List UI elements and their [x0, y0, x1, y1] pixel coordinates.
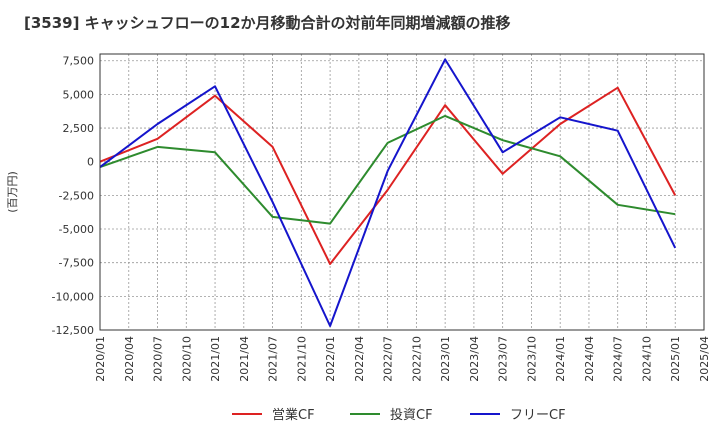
series-line-2 — [99, 114, 676, 225]
x-tick-label: 2022/10 — [410, 336, 423, 382]
series-line-1 — [99, 86, 677, 265]
x-tick-label: 2023/01 — [439, 336, 452, 382]
series-layer — [99, 58, 677, 327]
legend-label-1: 営業CF — [272, 407, 315, 423]
x-tick-label: 2021/10 — [295, 336, 308, 382]
y-tick-labels: 7,500 5,000 2,500 0 -2,500 -5,000 -7,500 -10,00… — [52, 55, 94, 337]
x-tick-label: 2024/07 — [612, 336, 625, 382]
x-tick-label: 2022/07 — [382, 336, 395, 382]
x-tick-label: 2024/04 — [583, 336, 596, 382]
x-tick-label: 2020/04 — [123, 336, 136, 382]
x-tick-label: 2022/04 — [353, 336, 366, 382]
y-tick-label: -7,500 — [59, 257, 94, 270]
x-tick-label: 2020/07 — [152, 336, 165, 382]
legend: 営業CF 投資CF フリーCF — [232, 407, 566, 423]
x-tick-label: 2020/01 — [94, 336, 107, 382]
y-tick-label: -2,500 — [59, 189, 94, 202]
x-tick-label: 2023/10 — [525, 336, 538, 382]
y-tick-label: 0 — [87, 156, 94, 169]
y-tick-label: 7,500 — [63, 55, 95, 68]
x-tick-label: 2023/07 — [497, 336, 510, 382]
x-tick-label: 2024/01 — [554, 336, 567, 382]
x-tick-label: 2024/10 — [640, 336, 653, 382]
grid-layer — [99, 54, 705, 331]
y-tick-label: -12,500 — [52, 324, 94, 337]
y-tick-label: -10,000 — [52, 290, 94, 303]
plot-area-border — [99, 53, 705, 331]
series-line-3 — [99, 58, 677, 327]
y-tick-label: 5,000 — [63, 88, 95, 101]
legend-label-2: 投資CF — [390, 407, 433, 423]
x-tick-labels: 2020/01 2020/04 2020/07 2020/10 2021/01 2021/… — [94, 336, 711, 382]
y-tick-label: -5,000 — [59, 223, 94, 236]
y-axis-label: (百万円) — [6, 171, 19, 213]
x-tick-label: 2021/01 — [209, 336, 222, 382]
legend-label-3: フリーCF — [510, 408, 566, 423]
chart-title: [3539] キャッシュフローの12か月移動合計の対前年同期増減額の推移 — [24, 14, 511, 32]
x-tick-label: 2020/10 — [180, 336, 193, 382]
x-tick-label: 2021/04 — [238, 336, 251, 382]
plot-area-background — [100, 54, 704, 330]
x-tick-label: 2025/04 — [698, 336, 711, 382]
x-tick-label: 2022/01 — [324, 336, 337, 382]
x-tick-label: 2025/01 — [669, 336, 682, 382]
x-tick-label: 2021/07 — [267, 336, 280, 382]
x-tick-label: 2023/04 — [468, 336, 481, 382]
y-tick-label: 2,500 — [63, 122, 95, 135]
